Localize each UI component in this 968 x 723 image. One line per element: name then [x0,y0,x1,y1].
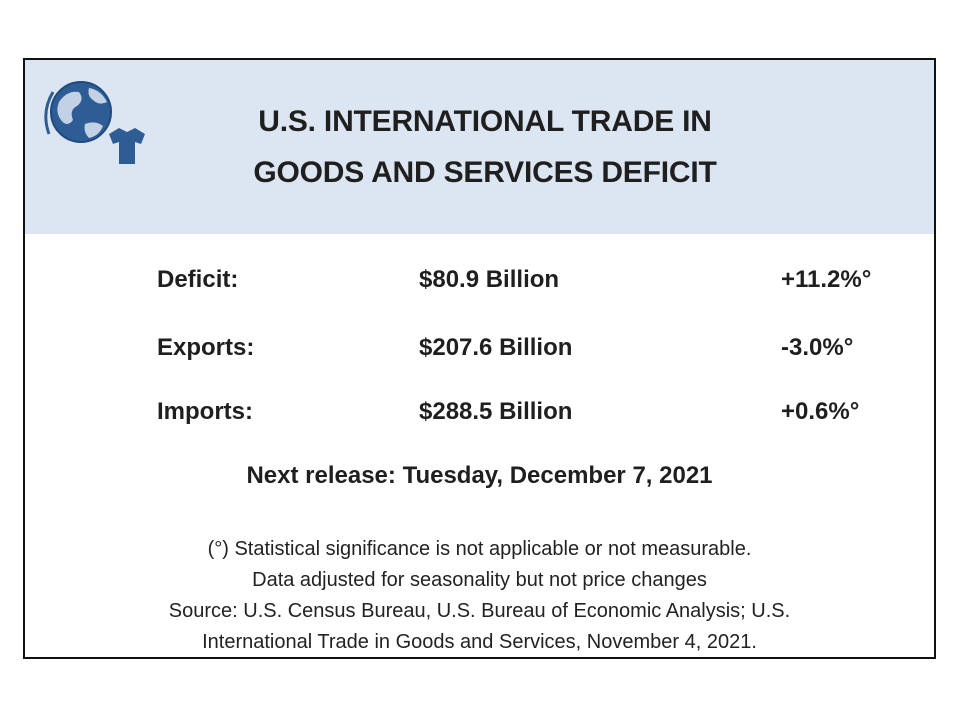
next-release-date: Next release: Tuesday, December 7, 2021 [246,462,713,489]
stat-change: -3.0%° [781,334,854,361]
footnote-source-line-2: International Trade in Goods and Service… [202,631,757,653]
stat-change: +0.6%° [781,398,860,425]
footnote-significance: (°) Statistical significance is not appl… [207,538,752,560]
stat-row-deficit: Deficit: $80.9 Billion +11.2%° [25,266,934,306]
stat-value: $80.9 Billion [419,266,560,293]
title-line-2: GOODS AND SERVICES DEFICIT [253,156,717,189]
stat-row-imports: Imports: $288.5 Billion +0.6%° [25,398,934,438]
title-line-1: U.S. INTERNATIONAL TRADE IN [258,105,712,138]
footnotes: (°) Statistical significance is not appl… [25,534,934,658]
stat-label: Deficit: [157,266,239,293]
stat-label: Imports: [157,398,253,425]
page-title: U.S. INTERNATIONAL TRADE IN GOODS AND SE… [145,96,825,198]
stat-change: +11.2%° [781,266,872,293]
globe-and-shirt-icon [44,81,145,164]
card-header: U.S. INTERNATIONAL TRADE IN GOODS AND SE… [25,60,934,234]
stat-value: $288.5 Billion [419,398,573,425]
footnote-adjustment: Data adjusted for seasonality but not pr… [252,569,707,591]
stat-row-exports: Exports: $207.6 Billion -3.0%° [25,334,934,374]
footnote-source-line-1: Source: U.S. Census Bureau, U.S. Bureau … [168,600,791,622]
stat-value: $207.6 Billion [419,334,573,361]
trade-deficit-card: U.S. INTERNATIONAL TRADE IN GOODS AND SE… [23,58,936,659]
stat-label: Exports: [157,334,255,361]
